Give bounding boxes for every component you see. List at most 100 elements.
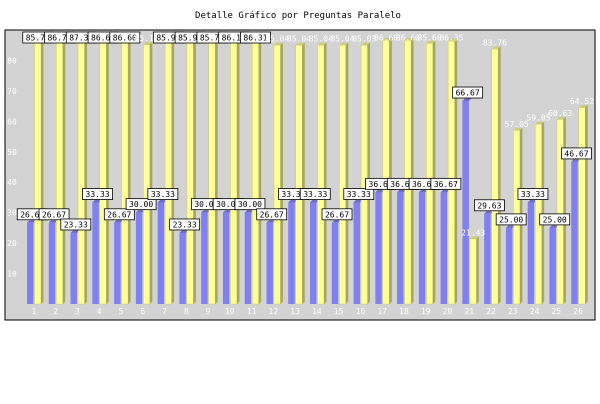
bar-series-1 bbox=[418, 192, 426, 304]
bar-series-1-top bbox=[114, 220, 124, 223]
data-label-box bbox=[109, 31, 141, 44]
y-tick-label: 60 bbox=[7, 117, 17, 126]
bar-series-2 bbox=[578, 107, 586, 305]
data-label-series-2: 57.05 bbox=[505, 120, 529, 129]
bar-series-2-side bbox=[476, 236, 479, 304]
data-label-series-2: 59.05 bbox=[526, 114, 550, 123]
data-label-series-1: 33.33 bbox=[521, 190, 545, 199]
y-tick-label: 20 bbox=[7, 239, 17, 248]
bar-series-1-top bbox=[48, 220, 58, 223]
bar-series-1 bbox=[353, 202, 361, 304]
x-tick-label: 5 bbox=[119, 307, 124, 316]
data-label-box bbox=[234, 198, 266, 211]
bar-series-1-top bbox=[135, 210, 145, 213]
bar-series-2-side bbox=[454, 38, 458, 305]
bar-series-1-top bbox=[222, 210, 232, 213]
x-tick-label: 4 bbox=[97, 307, 102, 316]
bar-series-1-top bbox=[288, 200, 298, 203]
x-tick-label: 10 bbox=[225, 307, 235, 316]
bar-series-2-side bbox=[84, 35, 88, 305]
data-label-series-2: 85.18 bbox=[135, 34, 159, 43]
data-label-box bbox=[82, 188, 113, 200]
data-label-series-2: 86.60 bbox=[396, 34, 420, 43]
data-label-box bbox=[321, 208, 353, 221]
bar-series-1 bbox=[179, 232, 186, 304]
bar-series-2-top bbox=[295, 42, 305, 46]
x-tick-label: 24 bbox=[530, 307, 540, 316]
data-label-box bbox=[474, 199, 505, 212]
bar-series-1 bbox=[310, 202, 317, 304]
bar-series-2-side bbox=[563, 116, 566, 304]
bar-series-1-top bbox=[462, 98, 472, 102]
bar-series-2 bbox=[382, 40, 390, 305]
bar-series-2 bbox=[121, 40, 129, 305]
data-label-series-1: 26.67 bbox=[107, 210, 131, 219]
bar-series-2-side bbox=[302, 42, 305, 305]
data-label-series-2: 21.43 bbox=[461, 228, 485, 237]
x-tick-label: 23 bbox=[508, 307, 518, 316]
x-tick-label: 17 bbox=[377, 307, 387, 316]
y-tick-label: 10 bbox=[7, 270, 17, 279]
bar-series-1-top bbox=[440, 189, 450, 193]
bar-series-2 bbox=[77, 37, 85, 305]
bar-series-1 bbox=[375, 192, 382, 304]
data-label-series-1: 30.00 bbox=[194, 200, 218, 209]
bar-series-1-top bbox=[484, 211, 494, 214]
data-label-series-2: 85.03 bbox=[352, 35, 376, 44]
bar-series-2-side bbox=[62, 37, 66, 305]
data-label-box bbox=[125, 198, 157, 211]
data-label-series-1: 26.67 bbox=[325, 210, 349, 219]
data-labels-layer: 26.67 85.71 26.67 86.70 23.33 87.36 33.33 86.60… bbox=[16, 31, 594, 237]
x-tick-label: 15 bbox=[334, 307, 344, 316]
bar-series-1 bbox=[288, 202, 295, 304]
data-label-series-1: 25.00 bbox=[543, 215, 567, 224]
bar-series-2-top bbox=[535, 121, 545, 125]
bar-series-2-side bbox=[541, 121, 545, 304]
x-tick-label: 13 bbox=[290, 307, 300, 316]
bar-series-2 bbox=[360, 44, 368, 305]
data-label-series-1: 33.33 bbox=[151, 190, 175, 199]
bar-series-1-top bbox=[549, 225, 559, 228]
bar-series-1 bbox=[571, 161, 578, 304]
data-label-series-1: 36.67 bbox=[369, 180, 393, 189]
bar-series-1 bbox=[505, 227, 513, 304]
y-tick-label: 80 bbox=[7, 56, 17, 65]
data-label-box bbox=[430, 177, 462, 190]
data-label-series-1: 33.33 bbox=[86, 190, 110, 199]
data-label-box bbox=[103, 208, 135, 221]
x-tick-label: 12 bbox=[269, 307, 279, 316]
data-label-series-2: 85.60 bbox=[418, 34, 442, 43]
data-label-box bbox=[147, 188, 179, 200]
data-label-series-2: 85.04 bbox=[287, 35, 311, 44]
data-label-series-2: 86.70 bbox=[47, 34, 71, 43]
data-label-box bbox=[299, 188, 331, 200]
bar-series-1 bbox=[440, 192, 448, 304]
data-label-series-1: 33.33 bbox=[281, 190, 305, 199]
data-label-box bbox=[60, 218, 92, 231]
bar-series-1 bbox=[114, 222, 121, 304]
bar-series-1-top bbox=[397, 189, 407, 193]
data-label-series-1: 36.67 bbox=[390, 180, 414, 189]
x-tick-label: 19 bbox=[421, 307, 431, 316]
data-label-series-2: 86.31 bbox=[243, 34, 267, 43]
bar-series-2-top bbox=[339, 42, 349, 46]
bar-series-2-side bbox=[41, 40, 44, 304]
data-label-series-2: 85.04 bbox=[309, 35, 333, 44]
data-label-box bbox=[256, 208, 288, 221]
bar-series-2-top bbox=[448, 38, 458, 42]
bar-series-2-top bbox=[578, 105, 588, 108]
bar-series-1 bbox=[397, 192, 404, 304]
data-label-series-1: 66.67 bbox=[456, 89, 480, 98]
data-label-box bbox=[343, 188, 375, 200]
bar-series-2-top bbox=[469, 236, 479, 239]
bar-series-1 bbox=[27, 222, 34, 304]
bar-series-1 bbox=[157, 202, 165, 304]
x-tick-label: 26 bbox=[573, 307, 583, 316]
bar-series-1 bbox=[92, 202, 99, 304]
data-label-series-2: 86.35 bbox=[439, 34, 463, 43]
bars-layer bbox=[27, 35, 588, 305]
data-label-series-2: 85.97 bbox=[178, 34, 202, 43]
bar-series-2-top bbox=[556, 116, 566, 120]
bar-series-2 bbox=[295, 44, 303, 305]
data-label-series-1: 26.67 bbox=[42, 210, 66, 219]
